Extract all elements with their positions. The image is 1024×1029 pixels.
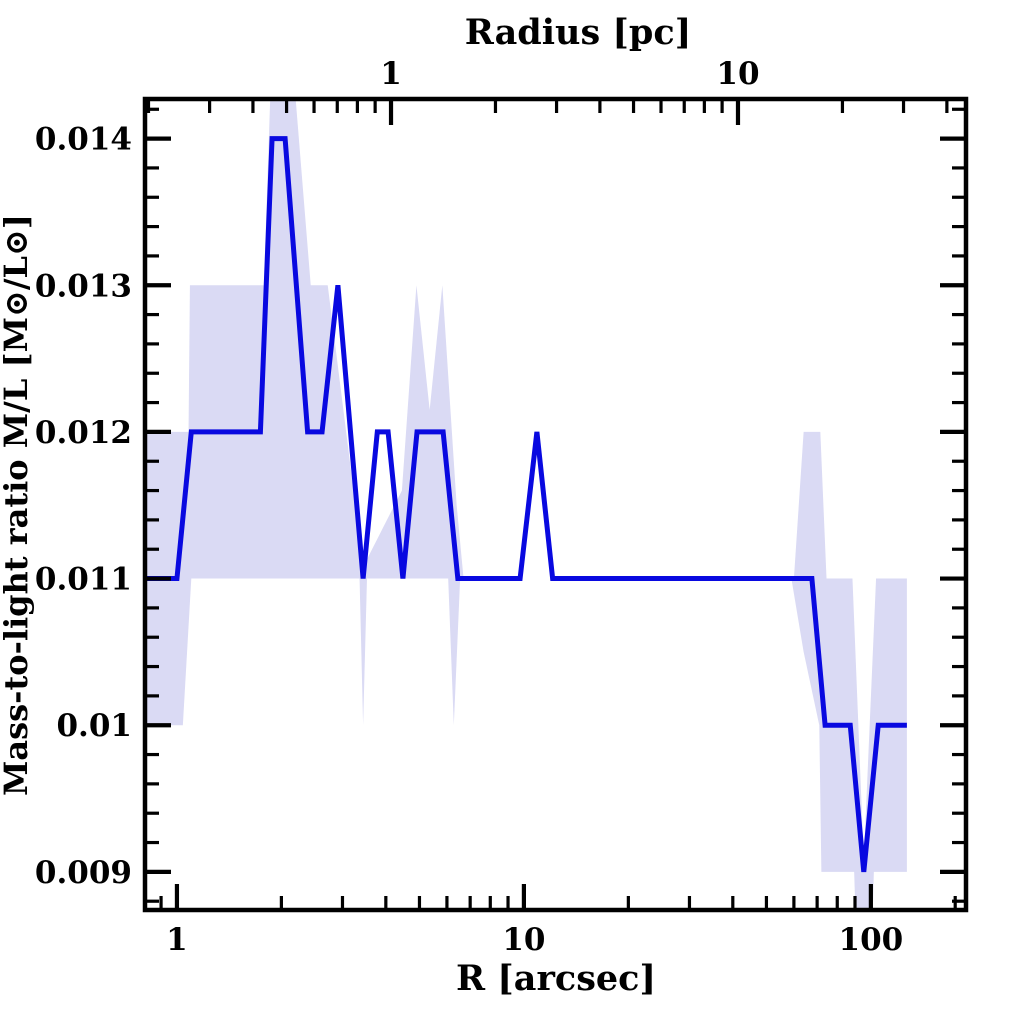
y-tick-label: 0.012 — [35, 415, 132, 451]
chart-generated-layer: 1 10 100 1 10 0.009 0.01 0.011 0.012 0.013 0.014 — [35, 56, 969, 958]
x-tick-label: 100 — [839, 922, 904, 958]
y-tick-label: 0.014 — [35, 122, 132, 158]
x-tick-label: 1 — [166, 922, 188, 958]
top-tick-label: 10 — [716, 56, 759, 92]
y-tick-label: 0.01 — [56, 708, 132, 744]
y-tick-label: 0.013 — [35, 268, 132, 304]
y-axis-title: Mass-to-light ratio M/L [M⊙/L⊙] — [0, 214, 35, 796]
y-tick-label: 0.011 — [35, 562, 132, 598]
ml-profile-line — [145, 136, 907, 873]
top-axis-title: Radius [pc] — [465, 12, 692, 53]
x-axis-title: R [arcsec] — [456, 958, 656, 999]
confidence-band — [145, 99, 907, 910]
top-tick-label: 1 — [380, 56, 402, 92]
y-tick-label: 0.009 — [35, 855, 132, 891]
x-tick-label: 10 — [502, 922, 545, 958]
